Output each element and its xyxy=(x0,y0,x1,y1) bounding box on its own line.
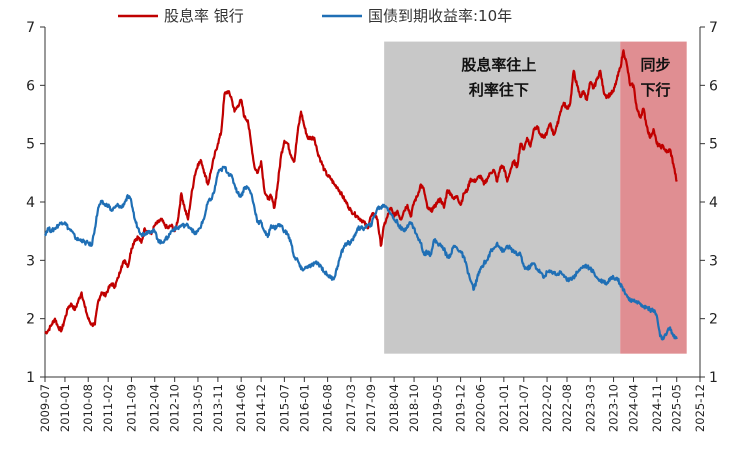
x-tick-label: 2011-02 xyxy=(101,384,115,432)
region-annotation: 股息率往上 xyxy=(461,56,536,74)
x-tick-label: 2022-08 xyxy=(560,384,574,432)
x-tick-label: 2012-10 xyxy=(168,384,182,432)
y-tick-label-left: 5 xyxy=(26,137,35,153)
y-tick-label-left: 3 xyxy=(26,253,35,269)
x-tick-label: 2017-03 xyxy=(344,384,358,432)
y-tick-label-right: 3 xyxy=(709,253,718,269)
x-tick-label: 2014-06 xyxy=(234,384,248,432)
y-tick-label-right: 7 xyxy=(709,20,718,36)
x-tick-label: 2015-07 xyxy=(277,384,291,432)
x-tick-label: 2022-02 xyxy=(540,384,554,432)
x-tick-label: 2019-05 xyxy=(430,384,444,432)
y-tick-label-right: 6 xyxy=(709,78,718,94)
x-tick-label: 2024-11 xyxy=(650,384,664,432)
y-tick-label-left: 2 xyxy=(26,312,35,328)
x-tick-label: 2023-03 xyxy=(583,384,597,432)
x-tick-label: 2018-04 xyxy=(387,384,401,432)
shaded-regions xyxy=(384,41,687,354)
x-tick-label: 2025-05 xyxy=(670,384,684,432)
y-tick-label-right: 5 xyxy=(709,137,718,153)
x-tick-label: 2013-11 xyxy=(211,384,225,432)
x-tick-label: 2010-01 xyxy=(58,384,72,432)
legend: 股息率 银行 国债到期收益率:10年 xyxy=(118,7,512,25)
x-tick-label: 2025-12 xyxy=(693,384,707,432)
x-tick-label: 2013-05 xyxy=(191,384,205,432)
y-tick-label-right: 4 xyxy=(709,195,718,211)
x-tick-label: 2014-12 xyxy=(254,384,268,432)
x-tick-label: 2016-01 xyxy=(297,384,311,432)
legend-label: 国债到期收益率:10年 xyxy=(368,7,512,25)
region-annotation: 利率往下 xyxy=(469,81,529,99)
y-tick-label-right: 1 xyxy=(709,370,718,386)
x-tick-label: 2021-07 xyxy=(517,384,531,432)
x-tick-label: 2010-08 xyxy=(81,384,95,432)
x-tick-label: 2024-04 xyxy=(627,384,641,432)
x-tick-label: 2017-09 xyxy=(364,384,378,432)
y-tick-label-left: 1 xyxy=(26,370,35,386)
x-tick-label: 2020-06 xyxy=(474,384,488,432)
axes: 1 1 2 2 3 3 4 4 5 5 6 6 7 7 2009-07 2010-01 2010-08 2011-… xyxy=(26,20,718,432)
x-tick-label: 2019-12 xyxy=(454,384,468,432)
x-tick-label: 2018-10 xyxy=(407,384,421,432)
x-tick-label: 2016-08 xyxy=(321,384,335,432)
y-tick-label-right: 2 xyxy=(709,312,718,328)
x-tick-label: 2011-09 xyxy=(124,384,138,432)
x-tick-label: 2021-01 xyxy=(497,384,511,432)
x-tick-label: 2009-07 xyxy=(38,384,52,432)
series-lines xyxy=(44,49,678,341)
series-line-1 xyxy=(44,165,678,341)
y-tick-label-left: 7 xyxy=(26,20,35,36)
y-tick-label-left: 4 xyxy=(26,195,35,211)
y-tick-label-left: 6 xyxy=(26,78,35,94)
region-annotation: 下行 xyxy=(640,81,670,99)
shaded-region-0 xyxy=(384,41,621,354)
x-tick-label: 2012-04 xyxy=(148,384,162,432)
legend-label: 股息率 银行 xyxy=(164,7,244,25)
x-tick-label: 2023-10 xyxy=(607,384,621,432)
region-annotation: 同步 xyxy=(640,56,670,74)
